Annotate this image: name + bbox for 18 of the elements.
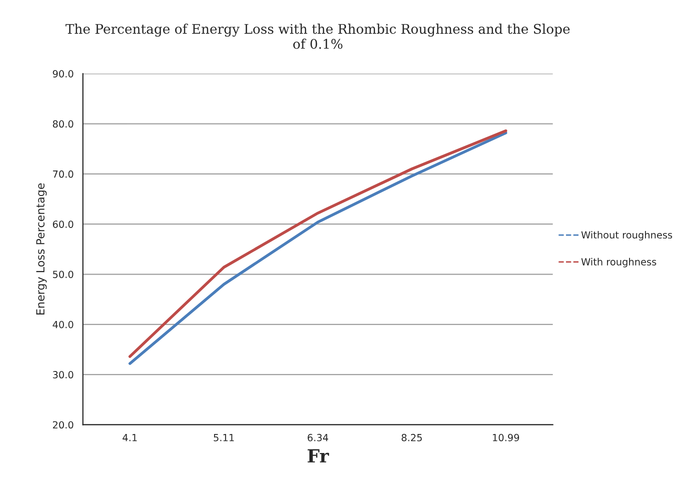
y-tick-label: 60.0 bbox=[52, 220, 74, 228]
x-tick-label: 6.34 bbox=[308, 434, 328, 442]
x-tick-label: 10.99 bbox=[492, 434, 520, 442]
y-tick-label: 50.0 bbox=[52, 270, 74, 278]
y-axis-title: Energy Loss Percentage bbox=[36, 183, 47, 315]
y-tick-label: 30.0 bbox=[52, 371, 74, 378]
y-tick-label: 80.0 bbox=[52, 120, 74, 128]
x-axis-title: Fr bbox=[308, 449, 330, 462]
y-tick-label: 40.0 bbox=[52, 320, 74, 328]
legend-label: Without roughness bbox=[581, 231, 672, 240]
y-tick-label: 70.0 bbox=[53, 170, 74, 178]
x-tick-label: 5.11 bbox=[214, 434, 234, 442]
x-tick-label: 4.1 bbox=[122, 434, 137, 442]
y-tick-label: 20.0 bbox=[52, 421, 74, 429]
legend-label: With roughness bbox=[581, 258, 656, 268]
chart-title: The Percentage of Energy Loss with the Rhombic Roughness and the Slope of 0.1% bbox=[66, 24, 570, 49]
x-tick-label: 8.25 bbox=[402, 434, 422, 442]
y-tick-label: 90.0 bbox=[52, 70, 74, 78]
